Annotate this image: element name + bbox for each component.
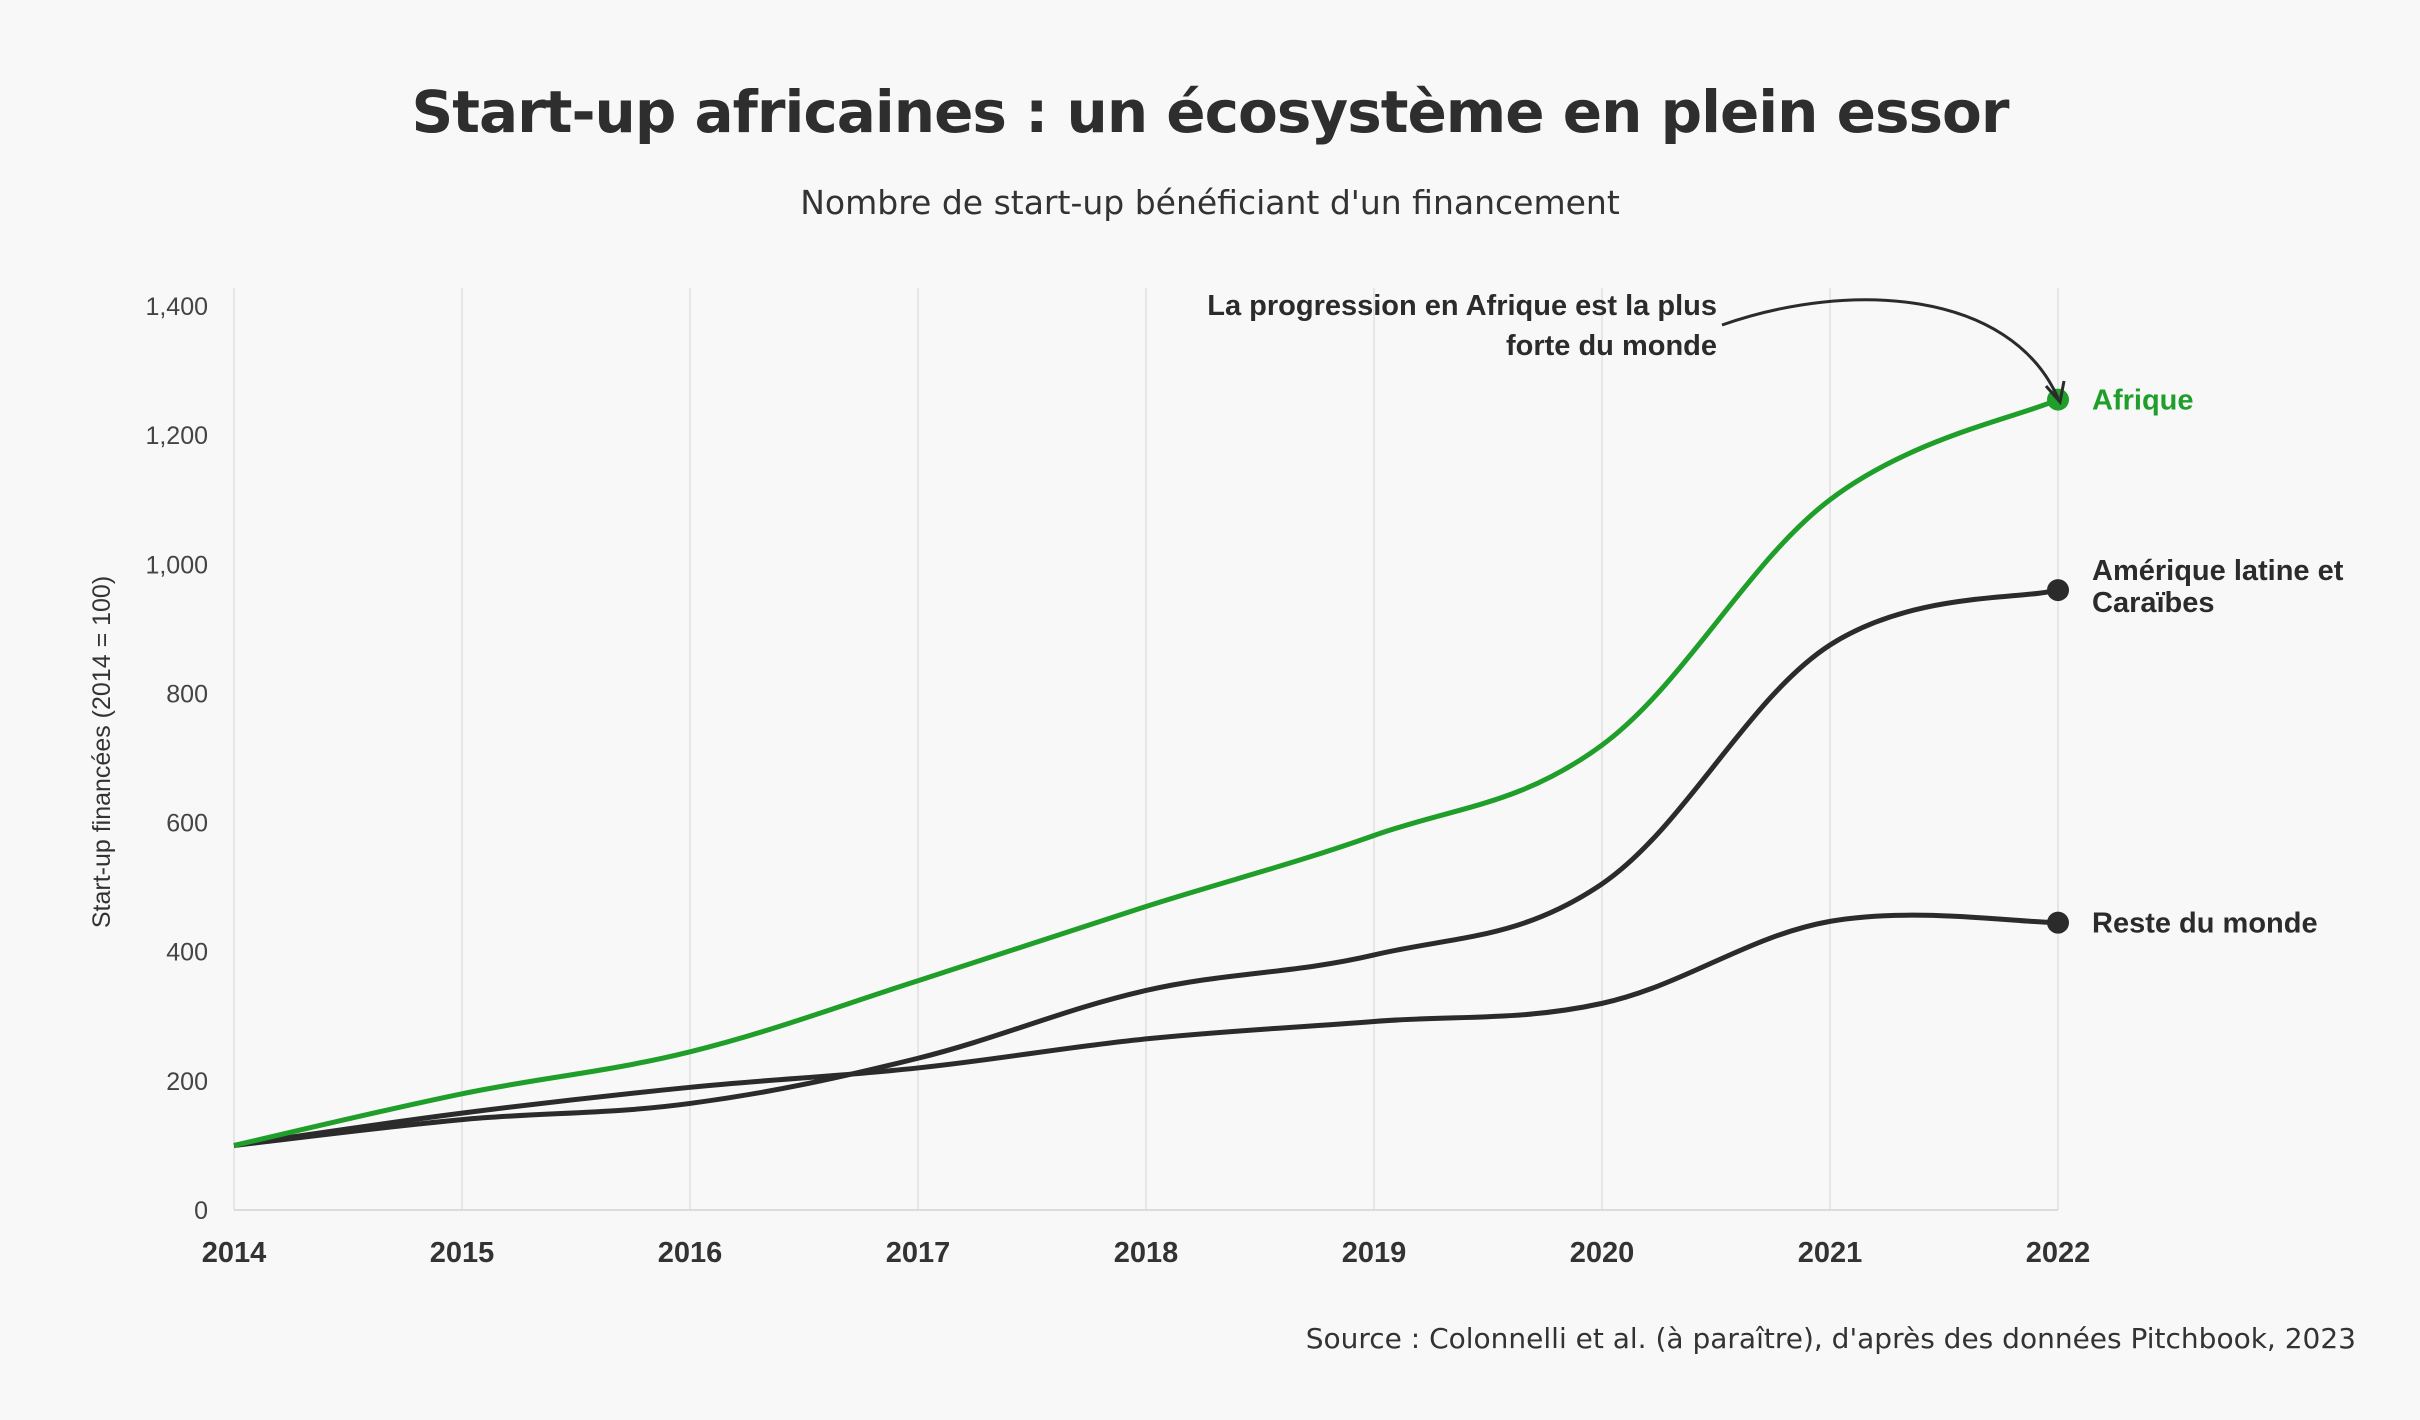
series-line-2 [233, 912, 2059, 1148]
series-line-0 [233, 397, 2060, 1148]
y-tick-label: 1,200 [145, 422, 208, 450]
series-labels: Reste du monde Amérique latine et Caraïbes… [2092, 385, 2344, 940]
series-line-1 [233, 587, 2059, 1148]
x-tick-label: 2017 [886, 1237, 951, 1269]
x-tick-label: 2018 [1114, 1237, 1179, 1269]
y-tick-label: 600 [166, 810, 208, 838]
annotation-text-line1: La progression en Afrique est la plus [1207, 290, 1717, 322]
x-tick-labels: 2014 2015 2016 2017 2018 2019 2020 2021 2022 [202, 1237, 2091, 1269]
x-tick-label: 2019 [1342, 1237, 1407, 1269]
series-label-1: Amérique latine et Caraïbes [2092, 555, 2344, 619]
x-tick-label: 2016 [658, 1237, 723, 1269]
chart-title: Start-up africaines : un écosystème en p… [411, 78, 2010, 146]
grid-lines [233, 288, 2059, 1211]
series-lines [233, 397, 2060, 1148]
series-label-2: Reste du monde [2092, 908, 2318, 940]
y-tick-label: 400 [166, 939, 208, 967]
y-tick-label: 1,000 [145, 551, 208, 579]
source-note: Source : Colonnelli et al. (à paraître),… [1305, 1322, 2356, 1355]
y-tick-label: 200 [166, 1068, 208, 1096]
x-tick-label: 2014 [202, 1237, 267, 1269]
series-end-point-1 [2047, 579, 2069, 602]
annotation-arrowhead [2044, 380, 2066, 406]
annotation-text-line2: forte du monde [1506, 330, 1717, 362]
x-tick-label: 2020 [1570, 1237, 1635, 1269]
chart-subtitle: Nombre de start-up bénéficiant d'un fina… [800, 183, 1620, 222]
x-tick-label: 2022 [2026, 1237, 2091, 1269]
annotation: La progression en Afrique est la plus fo… [1207, 290, 2066, 406]
y-tick-label: 800 [166, 680, 208, 708]
x-tick-label: 2015 [430, 1237, 495, 1269]
annotation-arrow [1721, 298, 2060, 399]
x-tick-label: 2021 [1798, 1237, 1863, 1269]
y-axis-label: Start-up financées (2014 = 100) [88, 576, 116, 928]
y-tick-label: 1,400 [145, 293, 208, 321]
series-end-point-2 [2047, 911, 2069, 934]
y-tick-label: 0 [194, 1197, 208, 1225]
y-tick-labels: 0 200 400 600 800 1,000 1,200 1,400 [145, 293, 208, 1225]
series-label-0: Afrique [2092, 385, 2194, 417]
